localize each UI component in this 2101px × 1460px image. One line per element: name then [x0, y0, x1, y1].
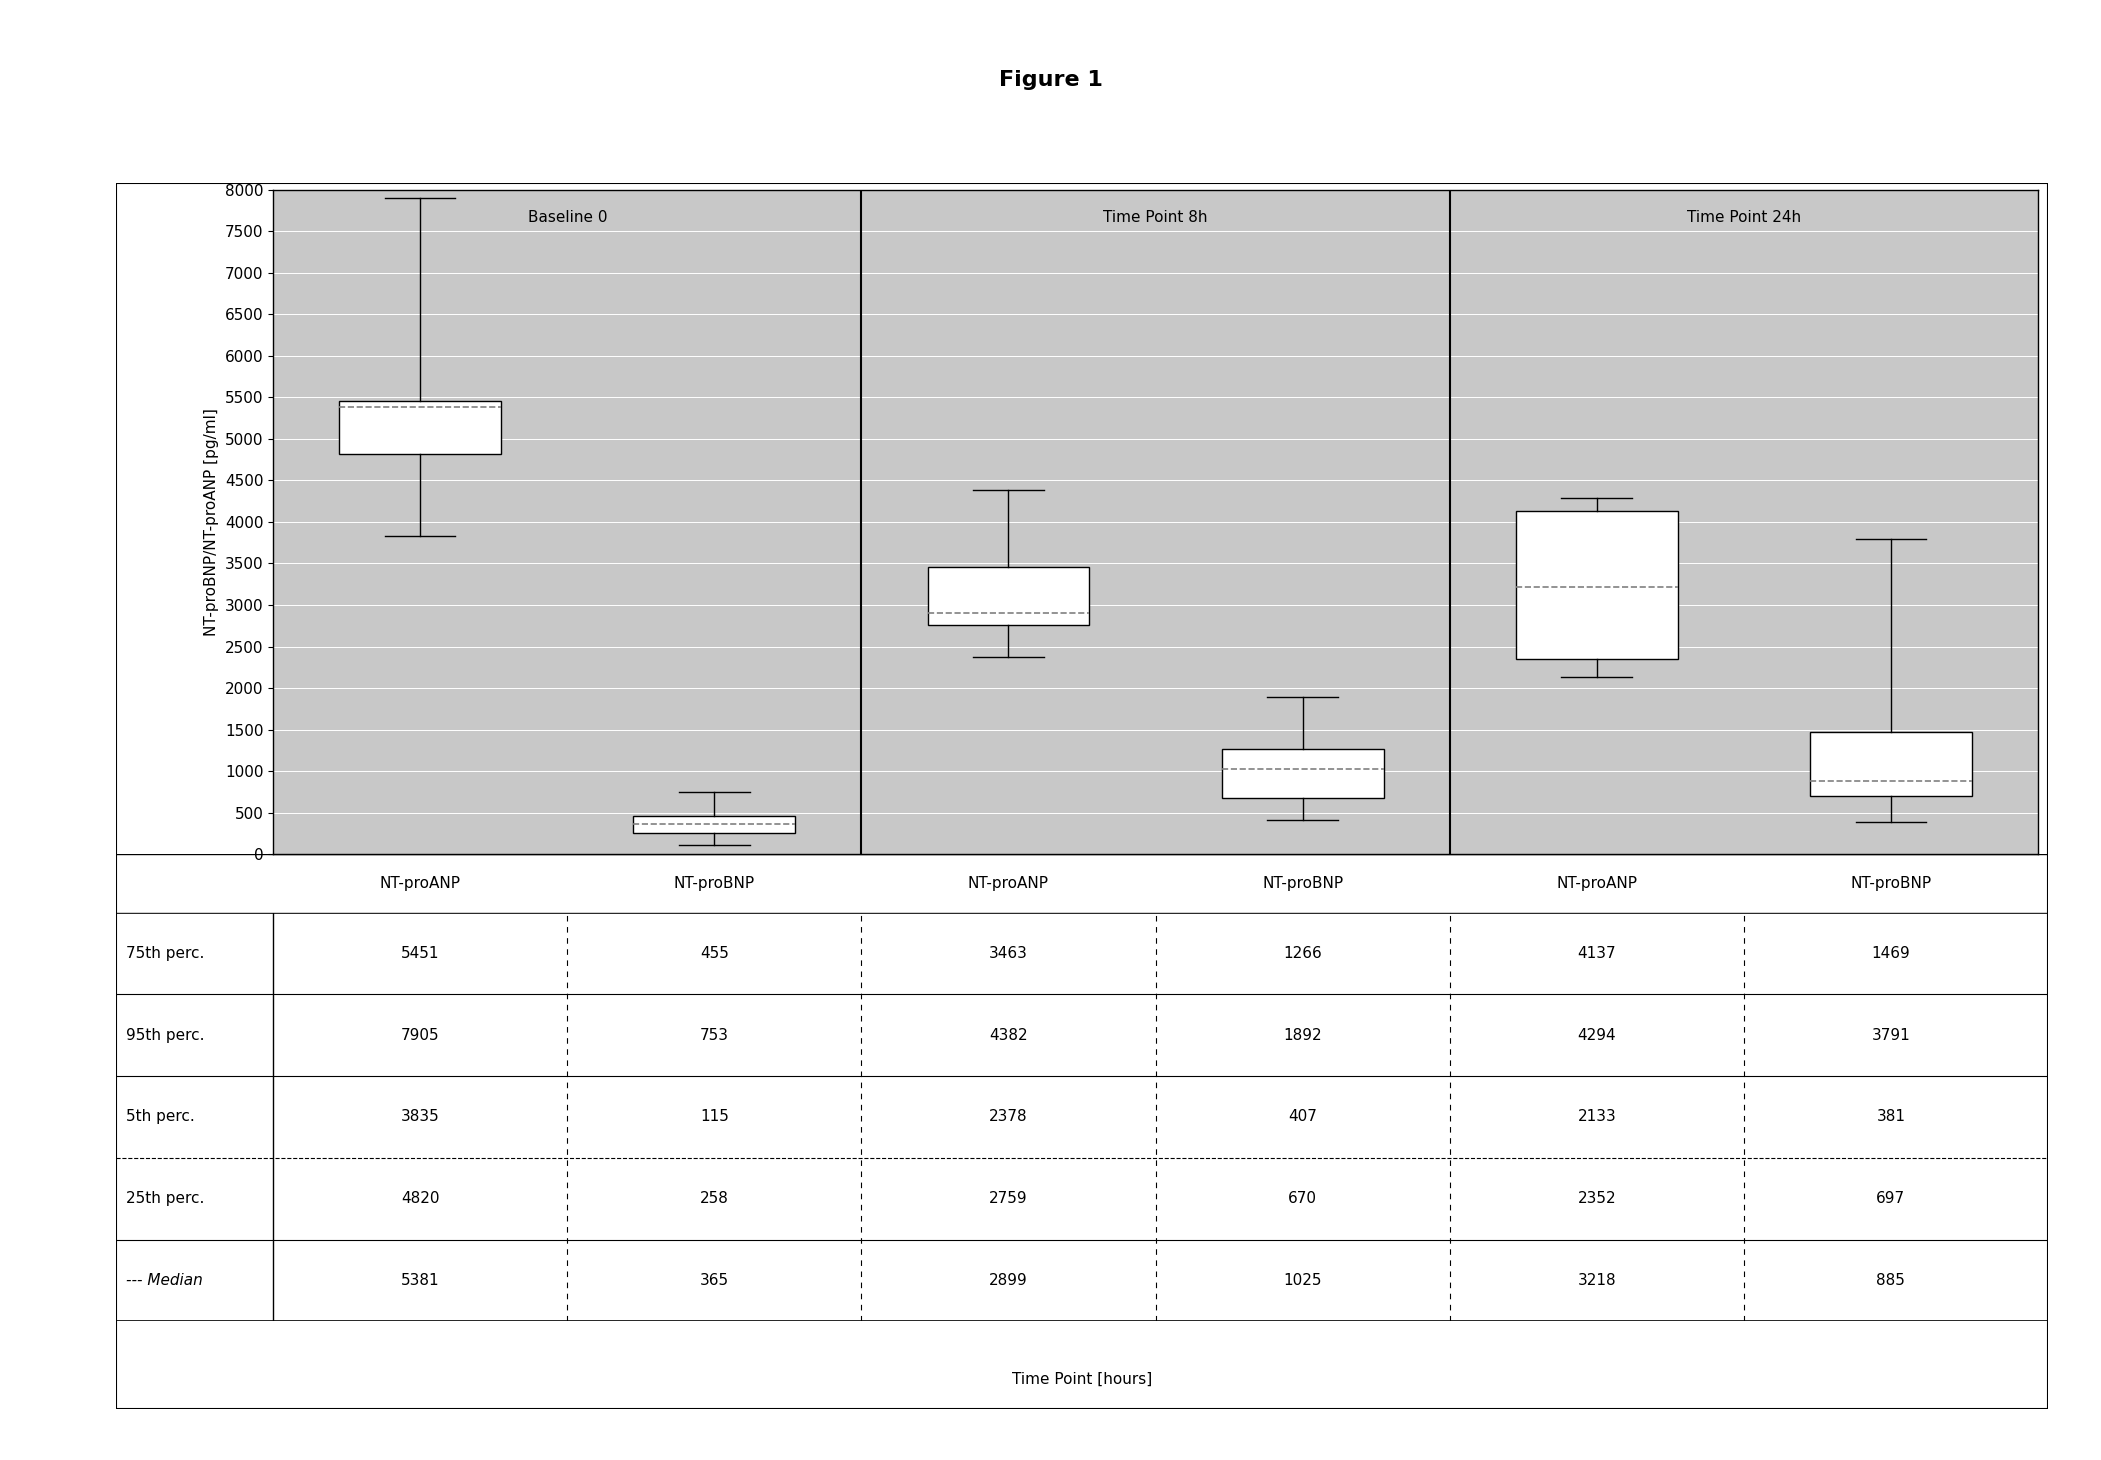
- Text: 4294: 4294: [1578, 1028, 1616, 1042]
- Text: 381: 381: [1876, 1110, 1906, 1124]
- Text: Figure 1: Figure 1: [998, 70, 1103, 91]
- Text: 2759: 2759: [990, 1191, 1027, 1206]
- Text: 4382: 4382: [990, 1028, 1027, 1042]
- Text: Time Point 24h: Time Point 24h: [1687, 210, 1801, 225]
- Text: 25th perc.: 25th perc.: [126, 1191, 204, 1206]
- Text: Baseline 0: Baseline 0: [527, 210, 607, 225]
- Text: 670: 670: [1288, 1191, 1317, 1206]
- Text: 1469: 1469: [1872, 946, 1910, 961]
- Text: 2133: 2133: [1578, 1110, 1616, 1124]
- Text: 5381: 5381: [401, 1273, 439, 1288]
- Text: 3218: 3218: [1578, 1273, 1616, 1288]
- Text: 2352: 2352: [1578, 1191, 1616, 1206]
- Text: --- Median: --- Median: [126, 1273, 204, 1288]
- Text: NT-proBNP: NT-proBNP: [1263, 876, 1343, 891]
- Text: 258: 258: [700, 1191, 729, 1206]
- Text: 697: 697: [1876, 1191, 1906, 1206]
- Text: 2378: 2378: [990, 1110, 1027, 1124]
- Text: 3791: 3791: [1872, 1028, 1910, 1042]
- Text: NT-proANP: NT-proANP: [380, 876, 460, 891]
- Text: 4820: 4820: [401, 1191, 439, 1206]
- Text: 1892: 1892: [1284, 1028, 1322, 1042]
- Bar: [340, 402, 500, 454]
- Text: NT-proBNP: NT-proBNP: [1851, 876, 1931, 891]
- Text: 2899: 2899: [990, 1273, 1027, 1288]
- Text: 5451: 5451: [401, 946, 439, 961]
- Text: 455: 455: [700, 946, 729, 961]
- Text: NT-proANP: NT-proANP: [1557, 876, 1637, 891]
- Text: 75th perc.: 75th perc.: [126, 946, 204, 961]
- Bar: [929, 566, 1088, 625]
- Text: 407: 407: [1288, 1110, 1317, 1124]
- Text: 365: 365: [700, 1273, 729, 1288]
- Text: 753: 753: [700, 1028, 729, 1042]
- Text: 5th perc.: 5th perc.: [126, 1110, 195, 1124]
- Text: 1025: 1025: [1284, 1273, 1322, 1288]
- Text: 3835: 3835: [401, 1110, 439, 1124]
- Text: NT-proANP: NT-proANP: [969, 876, 1048, 891]
- Text: 4137: 4137: [1578, 946, 1616, 961]
- Text: 1266: 1266: [1284, 946, 1322, 961]
- Text: NT-proBNP: NT-proBNP: [674, 876, 754, 891]
- Text: 115: 115: [700, 1110, 729, 1124]
- Bar: [1515, 511, 1677, 658]
- Text: Time Point 8h: Time Point 8h: [1103, 210, 1208, 225]
- Text: 95th perc.: 95th perc.: [126, 1028, 204, 1042]
- Bar: [1221, 749, 1382, 799]
- Text: Time Point [hours]: Time Point [hours]: [1013, 1372, 1151, 1387]
- Text: 885: 885: [1876, 1273, 1906, 1288]
- Bar: [635, 816, 794, 832]
- Text: 3463: 3463: [990, 946, 1027, 961]
- Text: 7905: 7905: [401, 1028, 439, 1042]
- Y-axis label: NT-proBNP/NT-proANP [pg/ml]: NT-proBNP/NT-proANP [pg/ml]: [204, 407, 219, 637]
- Bar: [1809, 731, 1971, 796]
